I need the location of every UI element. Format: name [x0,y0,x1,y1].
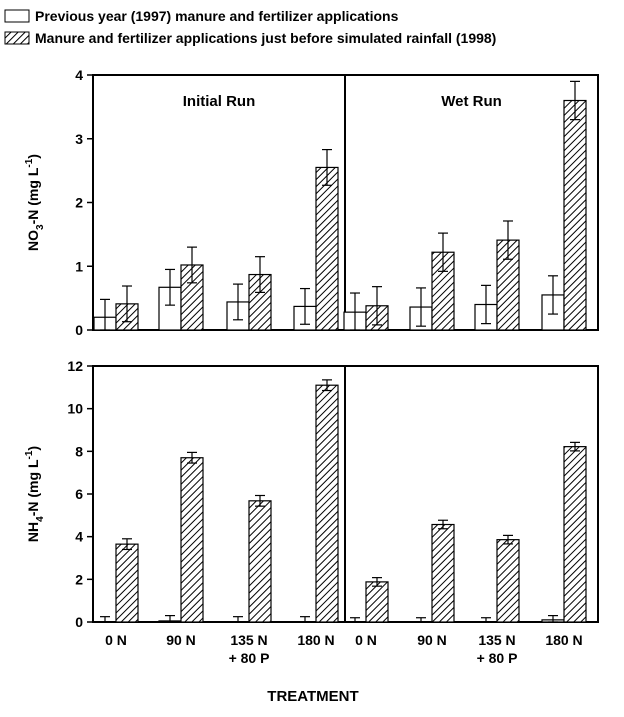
facet-title: Initial Run [183,93,256,110]
facet-left: Initial Run [93,93,339,331]
x-tick-label: 0 N [105,632,127,648]
bar-hatched [315,384,339,623]
y-tick-label: 6 [75,486,83,502]
x-tick-label: 0 N [355,632,377,648]
x-tick-label: 90 N [166,632,196,648]
bar-hatched [431,523,455,623]
y-tick-label: 0 [75,614,83,630]
y-tick-label: 8 [75,443,83,459]
bar-hatched [563,99,587,331]
x-tick-label: 180 N [297,632,334,648]
y-tick-label: 0 [75,322,83,338]
facet-right: 0 N 90 N 135 N + 80 P 180 N [350,441,587,666]
bar-hatched [315,166,339,331]
x-tick-label: 135 N + 80 P [477,632,518,666]
legend: Previous year (1997) manure and fertiliz… [4,8,496,46]
x-tick-label: 135 N + 80 P [229,632,270,666]
bar-hatched [248,500,272,623]
bar-hatched [496,539,520,623]
bar-hatched [115,543,139,623]
bar-hatched [563,446,587,623]
y-tick-label: 12 [67,358,83,374]
facet-title: Wet Run [441,93,502,110]
bar-hatched [365,581,389,623]
facet-left: 0 N 90 N 135 N + 80 P 180 N [100,379,339,666]
legend-label-hatched: Manure and fertilizer applications just … [35,30,496,46]
x-tick-label: 180 N [545,632,582,648]
y-tick-label: 1 [75,258,83,274]
panel-bottom: 0 2 4 6 8 10 12 NH4-N (mg L-1) 0 N 90 N 135 N + 80 … [24,358,599,666]
y-tick-label: 2 [75,571,83,587]
x-tick-label: 90 N [417,632,447,648]
y-axis-label: NO3-N (mg L-1) [24,154,46,251]
bar-hatched [180,457,204,623]
x-axis-label: TREATMENT [267,688,358,705]
y-tick-label: 4 [75,529,83,545]
y-tick-label: 4 [75,67,83,83]
y-tick-label: 10 [67,401,83,417]
legend-swatch-hatched [4,31,30,45]
legend-label-open: Previous year (1997) manure and fertiliz… [35,8,399,24]
y-tick-label: 3 [75,131,83,147]
y-tick-label: 2 [75,195,83,211]
y-axis-label: NH4-N (mg L-1) [24,446,46,542]
facet-right: Wet Run [343,80,587,331]
legend-swatch-open [4,9,30,23]
panel-top: 0 1 2 3 4 NO3-N (mg L-1) Initial Run Wet Run [24,67,599,338]
